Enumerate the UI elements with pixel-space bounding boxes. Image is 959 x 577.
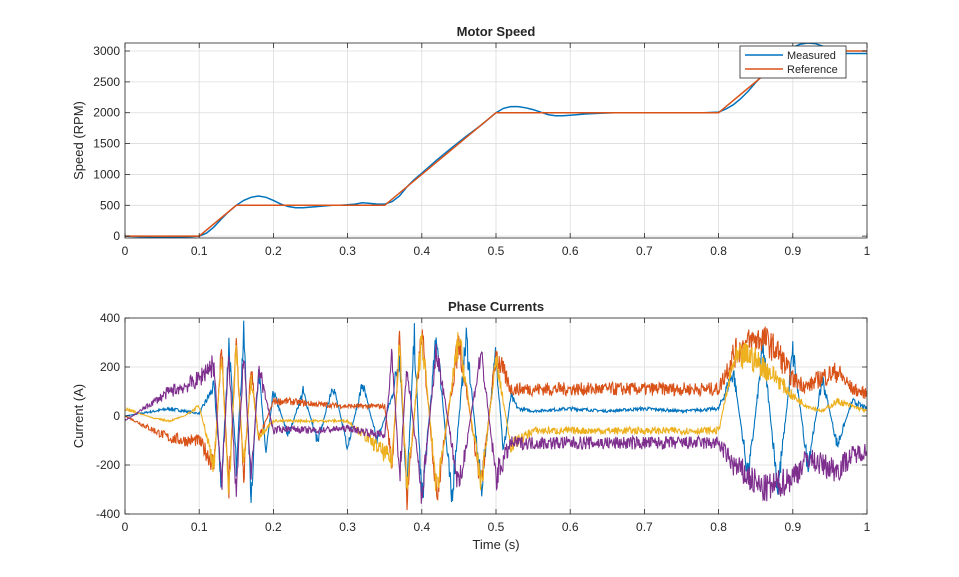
motor-speed-ticks: 0 0.1 0.2 0.3 0.4 0.5 0.6 0.7 0.8 0.9 1 0 500 1000 150… xyxy=(93,43,871,258)
phase-4-series-line xyxy=(125,344,867,504)
motor-speed-legend: Measured Reference xyxy=(739,45,847,79)
legend-box xyxy=(739,45,847,79)
y-tick-label: 2000 xyxy=(93,106,120,120)
x-tick-label: 0.6 xyxy=(562,520,579,534)
y-tick-label: -200 xyxy=(96,458,120,472)
motor-speed-title: Motor Speed xyxy=(457,24,536,39)
phase-currents-xlabel: Time (s) xyxy=(472,537,519,552)
x-tick-label: 0.4 xyxy=(413,244,430,258)
x-tick-label: 0.5 xyxy=(488,520,505,534)
x-tick-label: 0 xyxy=(122,520,129,534)
x-tick-label: 0.9 xyxy=(784,520,801,534)
y-tick-label: 0 xyxy=(113,409,120,423)
x-tick-label: 0.2 xyxy=(265,244,282,258)
y-tick-label: 400 xyxy=(100,311,120,325)
y-tick-label: 0 xyxy=(113,229,120,243)
y-tick-label: 2500 xyxy=(93,75,120,89)
y-tick-label: 200 xyxy=(100,360,120,374)
x-tick-label: 0.1 xyxy=(191,244,208,258)
phase-currents-series xyxy=(125,320,867,511)
y-tick-label: 1000 xyxy=(93,167,120,181)
x-tick-label: 0.8 xyxy=(710,520,727,534)
x-tick-label: 0.1 xyxy=(191,520,208,534)
phase-currents-axes: 0 0.1 0.2 0.3 0.4 0.5 0.6 0.7 0.8 0.9 1 400 200 0 -200… xyxy=(71,299,871,552)
phase-currents-ylabel: Current (A) xyxy=(71,384,86,448)
y-tick-label: 1500 xyxy=(93,137,120,151)
motor-speed-ylabel: Speed (RPM) xyxy=(71,101,86,180)
x-tick-label: 0.8 xyxy=(710,244,727,258)
x-tick-label: 1 xyxy=(864,244,871,258)
x-tick-label: 0.4 xyxy=(413,520,430,534)
x-tick-label: 0.6 xyxy=(562,244,579,258)
y-tick-label: 500 xyxy=(100,198,120,212)
y-tick-label: -400 xyxy=(96,507,120,521)
phase-3-series-line xyxy=(125,332,867,494)
x-tick-label: 0.7 xyxy=(636,520,653,534)
x-tick-label: 0.9 xyxy=(784,244,801,258)
y-tick-label: 3000 xyxy=(93,44,120,58)
legend-measured-label: Measured xyxy=(787,50,836,62)
x-tick-label: 0.7 xyxy=(636,244,653,258)
x-tick-label: 0.5 xyxy=(488,244,505,258)
phase-currents-ticks: 0 0.1 0.2 0.3 0.4 0.5 0.6 0.7 0.8 0.9 1 400 200 0 -200… xyxy=(96,311,871,534)
x-tick-label: 0.3 xyxy=(339,244,356,258)
motor-speed-axes: 0 0.1 0.2 0.3 0.4 0.5 0.6 0.7 0.8 0.9 1 0 500 1000 150… xyxy=(71,24,871,258)
x-tick-label: 0.3 xyxy=(339,520,356,534)
legend-reference-label: Reference xyxy=(787,64,838,76)
x-tick-label: 0 xyxy=(122,244,129,258)
x-tick-label: 1 xyxy=(864,520,871,534)
x-tick-label: 0.2 xyxy=(265,520,282,534)
phase-currents-title: Phase Currents xyxy=(448,299,544,314)
